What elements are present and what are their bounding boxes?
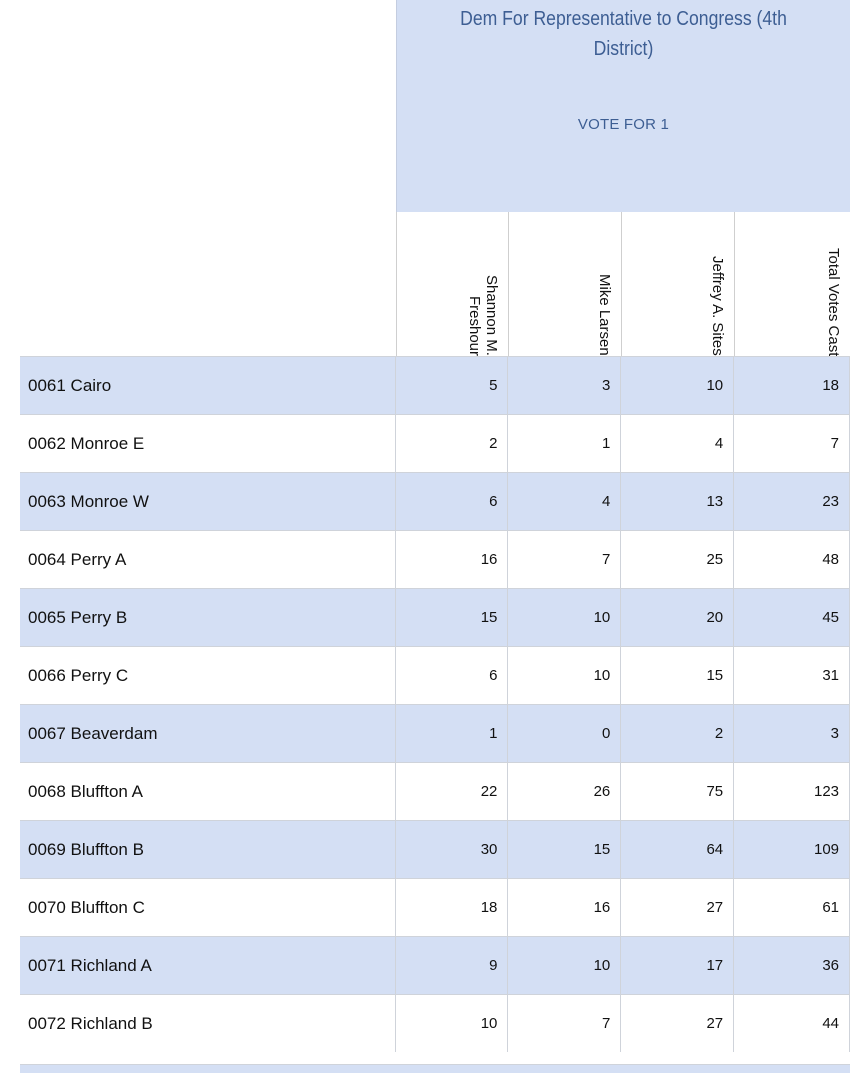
precinct-name: 0063 Monroe W (20, 473, 396, 530)
sites-votes: 10 (621, 357, 735, 414)
candidate-header-sites: Jeffrey A. Sites (622, 212, 735, 356)
freshour-votes: 10 (396, 995, 509, 1052)
candidate-header-freshour: Shannon M. Freshour (396, 212, 509, 356)
precinct-name: 0062 Monroe E (20, 415, 396, 472)
sites-votes: 25 (621, 531, 735, 588)
table-row: 0069 Bluffton B 30 15 64 109 (20, 820, 850, 878)
sites-votes: 27 (621, 995, 735, 1052)
freshour-votes: 1 (396, 705, 509, 762)
precinct-name: 0065 Perry B (20, 589, 396, 646)
freshour-votes: 6 (396, 647, 509, 704)
precinct-name: 0070 Bluffton C (20, 879, 396, 936)
sites-votes: 2 (621, 705, 735, 762)
total-votes: 44 (734, 995, 850, 1052)
precinct-name: 0072 Richland B (20, 995, 396, 1052)
total-votes: 123 (734, 763, 850, 820)
larsen-votes: 7 (508, 995, 622, 1052)
larsen-votes: 7 (508, 531, 622, 588)
sites-votes: 20 (621, 589, 735, 646)
race-title-line2: District) (593, 38, 654, 60)
candidate-name: Shannon M. Freshour (466, 275, 500, 356)
table-row: 0063 Monroe W 6 4 13 23 (20, 472, 850, 530)
freshour-votes: 18 (396, 879, 509, 936)
sites-votes: 17 (621, 937, 735, 994)
table-row: 0064 Perry A 16 7 25 48 (20, 530, 850, 588)
larsen-votes: 0 (508, 705, 622, 762)
larsen-votes: 10 (508, 647, 622, 704)
total-votes: 23 (734, 473, 850, 530)
candidate-header-total: Total Votes Cast (735, 212, 850, 356)
larsen-votes: 15 (508, 821, 622, 878)
table-row: 0061 Cairo 5 3 10 18 (20, 356, 850, 414)
larsen-votes: 26 (508, 763, 622, 820)
precinct-name: 0067 Beaverdam (20, 705, 396, 762)
sites-votes: 75 (621, 763, 735, 820)
total-votes: 18 (734, 357, 850, 414)
larsen-votes: 1 (508, 415, 622, 472)
candidate-name: Jeffrey A. Sites (709, 256, 726, 356)
race-title: Dem For Representative to Congress (4th … (424, 4, 823, 64)
freshour-votes: 30 (396, 821, 509, 878)
candidate-header-larsen: Mike Larsen (509, 212, 622, 356)
precinct-name: 0061 Cairo (20, 357, 396, 414)
table-row-partial (20, 1064, 850, 1073)
freshour-votes: 2 (396, 415, 509, 472)
precinct-name: 0066 Perry C (20, 647, 396, 704)
results-table: 0061 Cairo 5 3 10 18 0062 Monroe E 2 1 4 7 0063 Mo… (20, 356, 850, 1052)
sites-votes: 27 (621, 879, 735, 936)
candidate-name: Total Votes Cast (825, 247, 842, 356)
race-header: Dem For Representative to Congress (4th … (396, 0, 850, 212)
larsen-votes: 10 (508, 937, 622, 994)
total-votes: 61 (734, 879, 850, 936)
table-row: 0072 Richland B 10 7 27 44 (20, 994, 850, 1052)
table-row: 0068 Bluffton A 22 26 75 123 (20, 762, 850, 820)
freshour-votes: 5 (396, 357, 509, 414)
race-title-line1: Dem For Representative to Congress (4th (460, 8, 787, 30)
table-row: 0066 Perry C 6 10 15 31 (20, 646, 850, 704)
total-votes: 3 (734, 705, 850, 762)
vote-for-label: VOTE FOR 1 (577, 116, 670, 133)
freshour-votes: 22 (396, 763, 509, 820)
precinct-name: 0068 Bluffton A (20, 763, 396, 820)
sites-votes: 4 (621, 415, 735, 472)
candidate-name: Mike Larsen (596, 274, 613, 356)
table-row: 0065 Perry B 15 10 20 45 (20, 588, 850, 646)
total-votes: 109 (734, 821, 850, 878)
sites-votes: 13 (621, 473, 735, 530)
table-row: 0070 Bluffton C 18 16 27 61 (20, 878, 850, 936)
larsen-votes: 16 (508, 879, 622, 936)
total-votes: 31 (734, 647, 850, 704)
precinct-name: 0071 Richland A (20, 937, 396, 994)
precinct-name: 0069 Bluffton B (20, 821, 396, 878)
sites-votes: 15 (621, 647, 735, 704)
precinct-name: 0064 Perry A (20, 531, 396, 588)
sites-votes: 64 (621, 821, 735, 878)
total-votes: 7 (734, 415, 850, 472)
larsen-votes: 4 (508, 473, 622, 530)
freshour-votes: 16 (396, 531, 509, 588)
freshour-votes: 6 (396, 473, 509, 530)
total-votes: 36 (734, 937, 850, 994)
larsen-votes: 10 (508, 589, 622, 646)
table-row: 0071 Richland A 9 10 17 36 (20, 936, 850, 994)
freshour-votes: 15 (396, 589, 509, 646)
table-row: 0067 Beaverdam 1 0 2 3 (20, 704, 850, 762)
total-votes: 45 (734, 589, 850, 646)
larsen-votes: 3 (508, 357, 622, 414)
total-votes: 48 (734, 531, 850, 588)
freshour-votes: 9 (396, 937, 509, 994)
